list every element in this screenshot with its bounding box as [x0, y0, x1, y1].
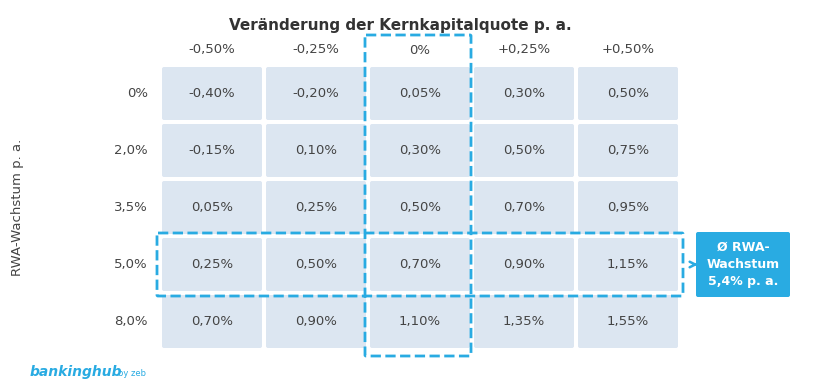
FancyBboxPatch shape	[474, 124, 574, 177]
Text: 2,0%: 2,0%	[115, 144, 148, 157]
FancyBboxPatch shape	[474, 67, 574, 120]
Text: 1,55%: 1,55%	[607, 315, 649, 328]
Text: -0,40%: -0,40%	[189, 87, 235, 100]
FancyBboxPatch shape	[162, 181, 262, 234]
FancyBboxPatch shape	[474, 238, 574, 291]
Text: 1,35%: 1,35%	[503, 315, 545, 328]
FancyBboxPatch shape	[370, 67, 470, 120]
Text: 0,10%: 0,10%	[295, 144, 337, 157]
Text: 0,50%: 0,50%	[607, 87, 649, 100]
FancyBboxPatch shape	[578, 67, 678, 120]
Text: 0,50%: 0,50%	[295, 258, 337, 271]
Text: 0%: 0%	[127, 87, 148, 100]
Text: 0,70%: 0,70%	[399, 258, 441, 271]
Text: bankinghub: bankinghub	[30, 365, 122, 379]
FancyBboxPatch shape	[474, 295, 574, 348]
Text: -0,50%: -0,50%	[189, 43, 235, 57]
FancyBboxPatch shape	[370, 238, 470, 291]
Text: 5,0%: 5,0%	[115, 258, 148, 271]
Text: 0,05%: 0,05%	[399, 87, 441, 100]
Text: 0,90%: 0,90%	[295, 315, 337, 328]
FancyBboxPatch shape	[162, 67, 262, 120]
Text: 0,50%: 0,50%	[503, 144, 545, 157]
Text: -0,15%: -0,15%	[189, 144, 235, 157]
FancyBboxPatch shape	[370, 181, 470, 234]
FancyBboxPatch shape	[696, 232, 790, 297]
Text: 0,30%: 0,30%	[503, 87, 545, 100]
Text: 0,70%: 0,70%	[191, 315, 233, 328]
Text: 0,25%: 0,25%	[191, 258, 233, 271]
FancyBboxPatch shape	[266, 238, 366, 291]
FancyBboxPatch shape	[578, 181, 678, 234]
FancyBboxPatch shape	[578, 295, 678, 348]
FancyBboxPatch shape	[370, 295, 470, 348]
Text: 0%: 0%	[409, 43, 431, 57]
FancyBboxPatch shape	[266, 295, 366, 348]
Text: 0,75%: 0,75%	[607, 144, 649, 157]
Text: 0,95%: 0,95%	[607, 201, 649, 214]
Text: 0,30%: 0,30%	[399, 144, 441, 157]
Text: by zeb: by zeb	[118, 370, 146, 378]
Text: 0,70%: 0,70%	[503, 201, 545, 214]
FancyBboxPatch shape	[162, 238, 262, 291]
Text: -0,25%: -0,25%	[293, 43, 339, 57]
FancyBboxPatch shape	[266, 67, 366, 120]
Text: 1,10%: 1,10%	[399, 315, 441, 328]
Text: +0,25%: +0,25%	[497, 43, 550, 57]
Text: RWA-Wachstum p. a.: RWA-Wachstum p. a.	[12, 139, 25, 276]
Text: Ø RWA-
Wachstum
5,4% p. a.: Ø RWA- Wachstum 5,4% p. a.	[706, 241, 780, 288]
FancyBboxPatch shape	[266, 124, 366, 177]
Text: 8,0%: 8,0%	[115, 315, 148, 328]
Text: 0,90%: 0,90%	[503, 258, 545, 271]
Text: +0,50%: +0,50%	[601, 43, 654, 57]
Text: 3,5%: 3,5%	[114, 201, 148, 214]
Text: 0,50%: 0,50%	[399, 201, 441, 214]
Text: 0,25%: 0,25%	[295, 201, 337, 214]
FancyBboxPatch shape	[578, 238, 678, 291]
Text: Veränderung der Kernkapitalquote p. a.: Veränderung der Kernkapitalquote p. a.	[229, 18, 571, 33]
FancyBboxPatch shape	[266, 181, 366, 234]
Text: 0,05%: 0,05%	[191, 201, 233, 214]
Text: 1,15%: 1,15%	[607, 258, 649, 271]
Text: -0,20%: -0,20%	[293, 87, 339, 100]
FancyBboxPatch shape	[474, 181, 574, 234]
FancyBboxPatch shape	[370, 124, 470, 177]
FancyBboxPatch shape	[162, 124, 262, 177]
FancyBboxPatch shape	[162, 295, 262, 348]
FancyBboxPatch shape	[578, 124, 678, 177]
